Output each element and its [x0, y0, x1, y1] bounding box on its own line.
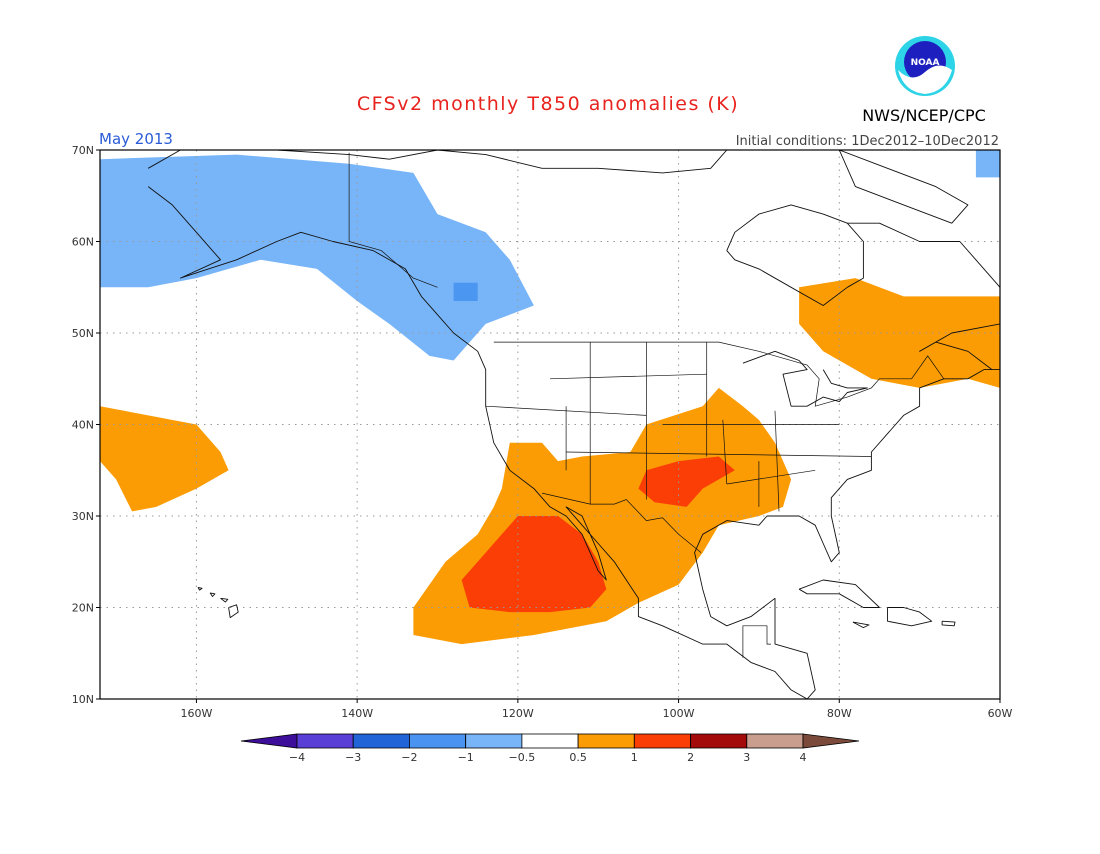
colorbar-label: 0.5 [569, 751, 587, 764]
border-state-line-45n [549, 373, 707, 380]
colorbar-label: 2 [687, 751, 694, 764]
colorbar-bin [746, 733, 804, 749]
colorbar-bin [802, 733, 860, 749]
colorbar-label: −3 [345, 751, 361, 764]
noaa-logo: NOAA [895, 36, 955, 96]
lat-tick-label: 50N [72, 327, 94, 340]
coastline-newfoundland [1008, 324, 1040, 351]
coastline-cuba [798, 579, 880, 608]
colorbar-label: 1 [631, 751, 638, 764]
colorbar-bin [352, 733, 410, 749]
colorbar-label: −0.5 [509, 751, 536, 764]
lon-tick-label: 140W [341, 707, 373, 720]
colorbar-bin [408, 733, 466, 749]
coastline-north-america [147, 186, 808, 699]
colorbar-bin [240, 733, 298, 749]
forecast-period: May 2013 [99, 130, 173, 148]
organization-label: NWS/NCEP/CPC [862, 106, 986, 125]
anomaly-region-plains-hot [638, 456, 735, 507]
colorbar-bin [577, 733, 635, 749]
initial-conditions: Initial conditions: 1Dec2012–10Dec2012 [736, 134, 999, 149]
coastline-jamaica [852, 621, 870, 629]
axis-layer: 70N 60N 50N 40N 30N 20N 10N 160W 140W 120W 100W 80W… [72, 144, 1013, 720]
lat-tick-label: 30N [72, 510, 94, 523]
border-state-line-94w [722, 419, 728, 485]
anomaly-region-pacific-warm [100, 406, 229, 512]
colorbar: −4 −3 −2 −1 −0.5 0.5 1 2 3 4 [240, 733, 860, 764]
lon-tick-label: 160W [180, 707, 212, 720]
colorbar-label: 3 [743, 751, 750, 764]
main-title: CFSv2 monthly T850 anomalies (K) [357, 93, 739, 115]
lon-tick-label: 80W [827, 707, 852, 720]
lat-tick-label: 10N [72, 693, 94, 706]
colorbar-label: −4 [289, 751, 305, 764]
coastline-maui [220, 597, 229, 603]
coastline-big-island-hawaii [228, 604, 239, 619]
coastline-puerto-rico [941, 620, 956, 627]
colorbar-label: 4 [800, 751, 807, 764]
map-layer [100, 150, 1040, 699]
lon-tick-label: 100W [663, 707, 695, 720]
border-us-mexico-border [541, 492, 702, 553]
anomaly-region-arctic-cool [975, 150, 1000, 178]
coastline-hispaniola [887, 607, 933, 627]
anomaly-region-bc-cool-core [453, 282, 478, 301]
colorbar-bin [690, 733, 748, 749]
coastline-arctic-coast [147, 150, 728, 174]
logo-bird-shape [898, 65, 952, 94]
coastline-gulf-atlantic [694, 369, 1000, 699]
coastline-oahu [209, 592, 216, 597]
colorbar-label: −2 [401, 751, 417, 764]
coastline-baffin [838, 150, 969, 224]
coastline-great-lakes [742, 350, 868, 407]
lat-tick-label: 20N [72, 602, 94, 615]
logo-text: NOAA [911, 58, 940, 68]
colorbar-bin [465, 733, 523, 749]
lon-tick-label: 120W [502, 707, 534, 720]
coastline-labrador [847, 222, 1000, 370]
colorbar-bin [633, 733, 691, 749]
border-guatemala-mexico-border [742, 625, 771, 658]
anomaly-region-alaska-cool [100, 154, 534, 361]
lon-tick-label: 60W [988, 707, 1013, 720]
anomaly-region-mexico-hot [461, 516, 607, 613]
coastline-kauai [197, 586, 203, 591]
border-state-line-37n [566, 451, 872, 457]
coastline-hudson-bay [726, 204, 864, 306]
colorbar-bin [296, 733, 354, 749]
border-us-canada-border [493, 341, 945, 407]
lat-tick-label: 70N [72, 144, 94, 157]
lat-tick-label: 60N [72, 236, 94, 249]
border-state-line-87w [774, 410, 780, 512]
border-state-line-34n [726, 469, 816, 485]
colorbar-bin [521, 733, 579, 749]
border-state-line-42n [485, 405, 647, 416]
colorbar-label: −1 [458, 751, 474, 764]
border-alaska-canada-border [348, 152, 438, 288]
lat-tick-label: 40N [72, 419, 94, 432]
